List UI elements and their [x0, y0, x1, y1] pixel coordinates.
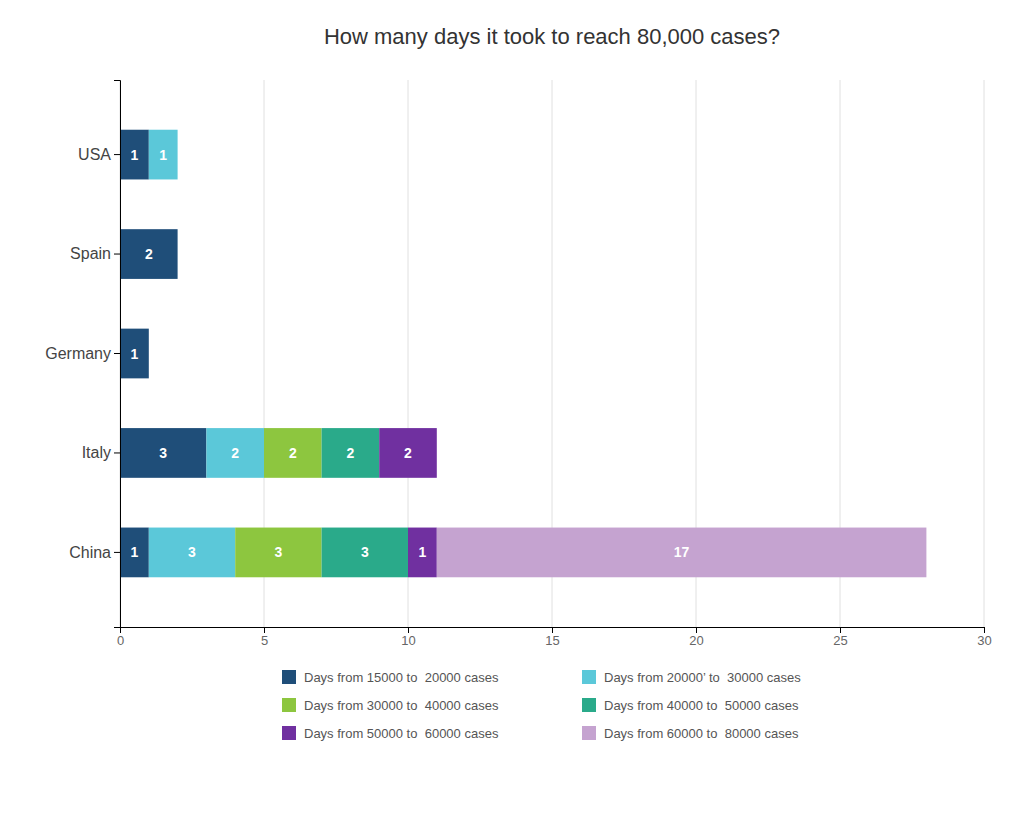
tick-mark [984, 627, 985, 633]
tick-label: 20 [689, 633, 703, 648]
bar [379, 428, 437, 478]
plot: 1 3 1 2 1 3 2 1 3 2 3 2 1 2 17 0 5 10 15 20 25 30 China Italy Ge… [45, 80, 992, 648]
tick-mark [552, 627, 553, 633]
bar [408, 528, 437, 578]
tick-mark [696, 627, 697, 633]
bar [120, 229, 178, 279]
legend-item: Days from 60000 to 80000 cases [582, 726, 799, 741]
legend-label: Days from 60000 to 80000 cases [604, 726, 799, 741]
tick: 30 [977, 627, 991, 648]
tick-label: China [69, 544, 111, 561]
tick-mark [840, 627, 841, 633]
bar [120, 329, 149, 379]
legend: Days from 15000 to 20000 cases Days from … [282, 670, 801, 741]
tick: 5 [261, 627, 268, 648]
data-label: 2 [231, 445, 239, 461]
tick-label: 25 [833, 633, 847, 648]
data-labels: 1 3 1 2 1 3 2 1 3 2 3 2 1 2 17 [131, 147, 690, 561]
legend-label: Days from 20000’ to 30000 cases [604, 670, 801, 685]
y-axis: China Italy Germany Spain USA [45, 81, 120, 628]
legend-item: Days from 40000 to 50000 cases [582, 698, 799, 713]
data-label: 1 [131, 544, 139, 560]
legend-item: Days from 20000’ to 30000 cases [582, 670, 801, 685]
data-label: 3 [159, 445, 167, 461]
bar [120, 130, 149, 180]
tick: China [69, 544, 120, 561]
data-label: 2 [145, 246, 153, 262]
tick-label: USA [78, 146, 111, 163]
grid-line [984, 80, 985, 627]
legend-label: Days from 15000 to 20000 cases [304, 670, 499, 685]
tick-label: Italy [82, 444, 111, 461]
tick-mark [408, 627, 409, 633]
data-label: 2 [404, 445, 412, 461]
legend-swatch [582, 670, 596, 684]
tick-label: 30 [977, 633, 991, 648]
bar [235, 528, 321, 578]
tick-label: Germany [45, 345, 111, 362]
tick-label: 10 [401, 633, 415, 648]
tick: 10 [401, 627, 415, 648]
bar [120, 428, 206, 478]
bar [322, 528, 408, 578]
tick-mark [114, 353, 120, 354]
title: How many days it took to reach 80,000 ca… [324, 24, 780, 49]
data-label: 17 [674, 544, 690, 560]
chart: 1 3 1 2 1 3 2 1 3 2 3 2 1 2 17 0 5 10 15 20 25 30 China Italy Ge… [0, 0, 1024, 817]
tick: Italy [82, 444, 120, 461]
bars [120, 130, 926, 578]
tick-label: 15 [545, 633, 559, 648]
tick-mark [114, 154, 120, 155]
tick: 20 [689, 627, 703, 648]
data-label: 1 [159, 147, 167, 163]
legend-swatch [282, 698, 296, 712]
tick: USA [78, 146, 120, 163]
grid [120, 80, 984, 627]
legend-item: Days from 50000 to 60000 cases [282, 726, 499, 741]
data-label: 1 [131, 346, 139, 362]
data-label: 2 [347, 445, 355, 461]
bar [149, 130, 178, 180]
axis-line [114, 81, 121, 628]
legend-item: Days from 30000 to 40000 cases [282, 698, 499, 713]
tick: Germany [45, 345, 120, 362]
tick-mark [114, 452, 120, 453]
bar [322, 428, 380, 478]
tick-label: 0 [117, 633, 124, 648]
data-label: 3 [188, 544, 196, 560]
tick: Spain [70, 245, 120, 262]
bar [149, 528, 235, 578]
legend-label: Days from 50000 to 60000 cases [304, 726, 499, 741]
data-label: 1 [131, 147, 139, 163]
data-label: 3 [361, 544, 369, 560]
legend-label: Days from 40000 to 50000 cases [604, 698, 799, 713]
tick-mark [114, 552, 120, 553]
legend-swatch [282, 726, 296, 740]
data-label: 3 [275, 544, 283, 560]
tick: 15 [545, 627, 559, 648]
legend-swatch [282, 670, 296, 684]
x-axis: 0 5 10 15 20 25 30 [117, 627, 992, 648]
tick: 25 [833, 627, 847, 648]
legend-label: Days from 30000 to 40000 cases [304, 698, 499, 713]
tick-label: Spain [70, 245, 111, 262]
legend-swatch [582, 698, 596, 712]
tick: 0 [117, 627, 124, 648]
bar [437, 528, 927, 578]
tick-label: 5 [261, 633, 268, 648]
data-label: 1 [419, 544, 427, 560]
data-label: 2 [289, 445, 297, 461]
axis-line [121, 628, 985, 634]
bar [264, 428, 322, 478]
legend-swatch [582, 726, 596, 740]
tick-mark [264, 627, 265, 633]
bar [120, 528, 149, 578]
bar [206, 428, 264, 478]
legend-item: Days from 15000 to 20000 cases [282, 670, 499, 685]
tick-mark [114, 254, 120, 255]
